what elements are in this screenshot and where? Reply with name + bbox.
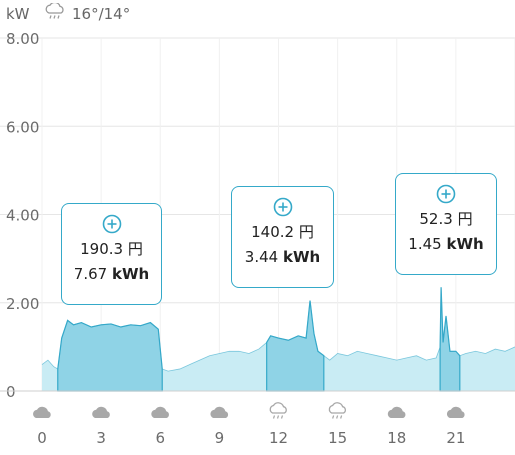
y-tick-label: 0 <box>6 383 16 401</box>
y-tick-label: 6.00 <box>6 118 39 136</box>
cloud-icon <box>387 406 406 418</box>
energy-value: 7.67 kWh <box>73 265 150 283</box>
highlighted-usage-segment <box>57 319 163 392</box>
x-tick-label: 15 <box>328 429 347 447</box>
x-tick-label: 18 <box>387 429 406 447</box>
x-tick-label: 21 <box>446 429 465 447</box>
x-tick-label: 3 <box>96 429 106 447</box>
x-tick-label: 9 <box>215 429 225 447</box>
y-axis-unit: kW <box>6 5 30 23</box>
cloud-icon <box>210 406 229 418</box>
usage-callout-3[interactable]: 52.3 円 1.45 kWh <box>395 173 497 275</box>
y-tick-label: 4.00 <box>6 207 39 225</box>
add-circle-icon[interactable] <box>436 184 456 204</box>
x-tick-label: 6 <box>155 429 165 447</box>
cost-value: 52.3 円 <box>419 210 473 228</box>
add-circle-icon[interactable] <box>273 197 293 217</box>
energy-value: 1.45 kWh <box>408 235 484 253</box>
cloud-icon <box>151 406 169 418</box>
usage-line <box>41 287 515 372</box>
cost-value: 190.3 円 <box>80 240 143 258</box>
temperature-range: 16°/14° <box>72 5 131 23</box>
energy-value: 3.44 kWh <box>244 248 321 266</box>
usage-callout-1[interactable]: 190.3 円 7.67 kWh <box>61 203 162 305</box>
highlighted-usage-segment <box>266 300 325 392</box>
add-circle-icon[interactable] <box>102 214 122 234</box>
x-tick-label: 0 <box>37 429 47 447</box>
y-tick-label: 8.00 <box>6 30 39 48</box>
usage-callout-2[interactable]: 140.2 円 3.44 kWh <box>231 186 334 288</box>
cloud-icon <box>33 406 51 418</box>
rain-cloud-icon <box>328 402 346 419</box>
cloud-icon <box>446 406 465 418</box>
x-tick-label: 12 <box>269 429 288 447</box>
cost-value: 140.2 円 <box>251 223 314 241</box>
rain-cloud-icon <box>269 402 287 419</box>
forecast-summary: 16°/14° <box>44 1 131 25</box>
rain-cloud-icon <box>44 1 66 25</box>
y-tick-label: 2.00 <box>6 295 39 313</box>
cloud-icon <box>92 406 110 418</box>
